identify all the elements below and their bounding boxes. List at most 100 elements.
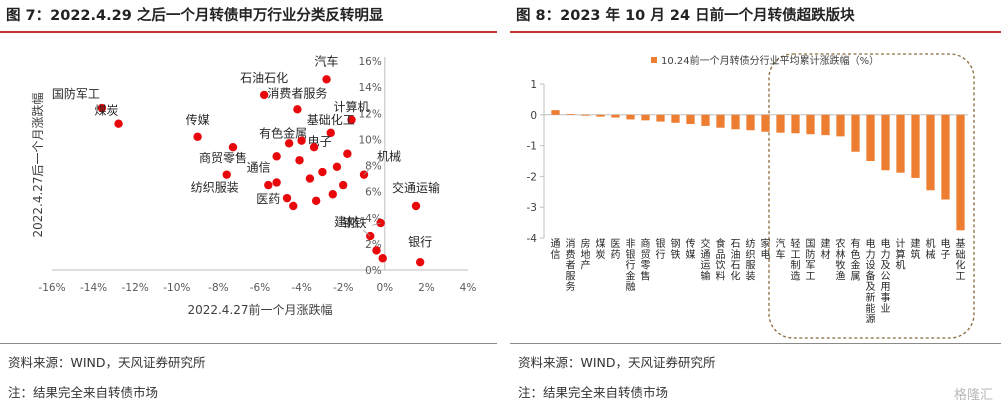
scatter-point <box>193 132 202 141</box>
bar <box>566 114 575 115</box>
y-tick-label: -4 <box>527 233 538 245</box>
point-label: 商贸零售 <box>199 150 247 165</box>
watermark-logo: 格隆汇 <box>953 388 993 403</box>
left-title-rule <box>0 31 497 33</box>
legend-label: 10.24前一个月转债分行业平均累计涨跌幅（%） <box>661 54 879 67</box>
bar-chart: 10.24前一个月转债分行业平均累计涨跌幅（%） -4 -3 -2 -1 0 1 通信消费者服… <box>527 53 975 339</box>
scatter-point <box>305 174 315 183</box>
x-tick-label: -16% <box>38 282 65 294</box>
left-footer-rule <box>0 343 497 344</box>
bar <box>716 114 725 128</box>
category-label: 计算机 <box>896 237 906 272</box>
point-label: 国防军工 <box>52 86 100 101</box>
category-label: 石油石化 <box>731 239 741 282</box>
scatter-point <box>415 257 425 267</box>
scatter-point <box>322 75 331 84</box>
scatter-point <box>378 254 387 263</box>
scatter-point <box>339 180 348 190</box>
y-tick-label: 14% <box>358 82 381 94</box>
scatter-point <box>372 246 381 255</box>
x-tick-label: -6% <box>250 282 270 294</box>
category-label: 食品饮料 <box>716 237 726 282</box>
bar <box>551 110 560 115</box>
scatter-point <box>347 115 356 124</box>
category-label: 银行 <box>656 237 666 261</box>
bar <box>596 114 605 117</box>
y-tick-label: 0% <box>365 265 382 277</box>
y-tick-label: 16% <box>358 56 381 68</box>
category-label: 钢铁 <box>671 237 681 261</box>
y-tick-label: -1 <box>527 141 537 153</box>
category-label: 非银行金融 <box>626 238 636 293</box>
bar <box>746 114 755 131</box>
category-label: 基础化工 <box>956 237 966 282</box>
point-label: 通信 <box>247 160 271 174</box>
category-label: 汽车 <box>776 237 786 261</box>
category-label: 纺织服装 <box>746 237 756 282</box>
scatter-point <box>311 196 321 205</box>
scatter-point <box>295 156 304 165</box>
bar <box>701 114 710 126</box>
category-label: 煤炭 <box>596 237 606 261</box>
x-tick-label: 2% <box>418 282 435 294</box>
bar <box>866 114 875 161</box>
category-label: 交通运输 <box>701 237 711 282</box>
scatter-point <box>284 139 294 148</box>
bar <box>836 114 845 137</box>
bar <box>896 114 905 173</box>
y-axis-title: 2022.4.27后一个月涨跌幅 <box>30 92 45 237</box>
point-label: 有色金属 <box>259 125 307 140</box>
right-footer-rule <box>510 343 1001 344</box>
category-label: 消费者服务 <box>566 237 576 293</box>
bar <box>581 114 590 116</box>
scatter-point <box>297 136 306 145</box>
x-tick-label: -12% <box>122 282 149 294</box>
category-label: 商贸零售 <box>641 237 651 282</box>
point-leader-line <box>362 229 371 237</box>
bar <box>926 114 935 191</box>
point-label: 机械 <box>377 149 401 164</box>
right-figure-panel: 图 8：2023 年 10 月 24 日前一个月转债超跌版块 10.24前一个月… <box>510 0 1001 413</box>
scatter-point <box>318 167 327 177</box>
category-label: 机械 <box>926 237 936 261</box>
category-label: 通信 <box>551 238 561 261</box>
point-label: 传媒 <box>186 112 210 127</box>
point-label: 消费者服务 <box>267 85 327 100</box>
x-tick-label: 4% <box>460 282 477 294</box>
point-label: 银行 <box>408 235 432 249</box>
point-label: 汽车 <box>315 53 339 68</box>
left-footnote: 注：结果完全来自转债市场 <box>8 385 159 400</box>
y-tick-label: 1 <box>530 79 537 91</box>
y-tick-label: -3 <box>527 202 537 214</box>
y-tick-label: 12% <box>358 108 381 120</box>
category-label: 建筑 <box>911 237 921 261</box>
point-label: 基础化工 <box>307 113 355 127</box>
category-label: 电力及公用事业 <box>881 237 891 315</box>
scatter-point <box>272 178 281 187</box>
category-label: 电力设备及新能源 <box>866 237 876 326</box>
scatter-point <box>343 149 352 158</box>
bar <box>686 114 695 125</box>
category-label: 传媒 <box>686 238 696 261</box>
bar <box>806 114 815 135</box>
scatter-point <box>97 103 107 113</box>
scatter-point <box>293 105 302 114</box>
scatter-point <box>328 190 337 199</box>
scatter-point <box>222 170 231 179</box>
scatter-point <box>411 201 421 211</box>
scatter-point <box>326 128 335 138</box>
bar <box>626 114 635 120</box>
category-label: 家电 <box>761 237 771 261</box>
scatter-point <box>289 201 298 211</box>
scatter-point <box>282 193 292 203</box>
bar <box>776 114 785 133</box>
right-title-rule <box>510 31 1001 33</box>
scatter-point <box>264 180 273 190</box>
left-figure-panel: 图 7：2022.4.29 之后一个月转债申万行业分类反转明显 -16% -14%… <box>0 0 497 413</box>
bar <box>821 114 830 136</box>
bar <box>851 114 860 152</box>
bar <box>611 114 620 118</box>
x-tick-label: -4% <box>291 282 311 294</box>
x-tick-label: -14% <box>80 282 107 294</box>
bar <box>791 114 800 134</box>
